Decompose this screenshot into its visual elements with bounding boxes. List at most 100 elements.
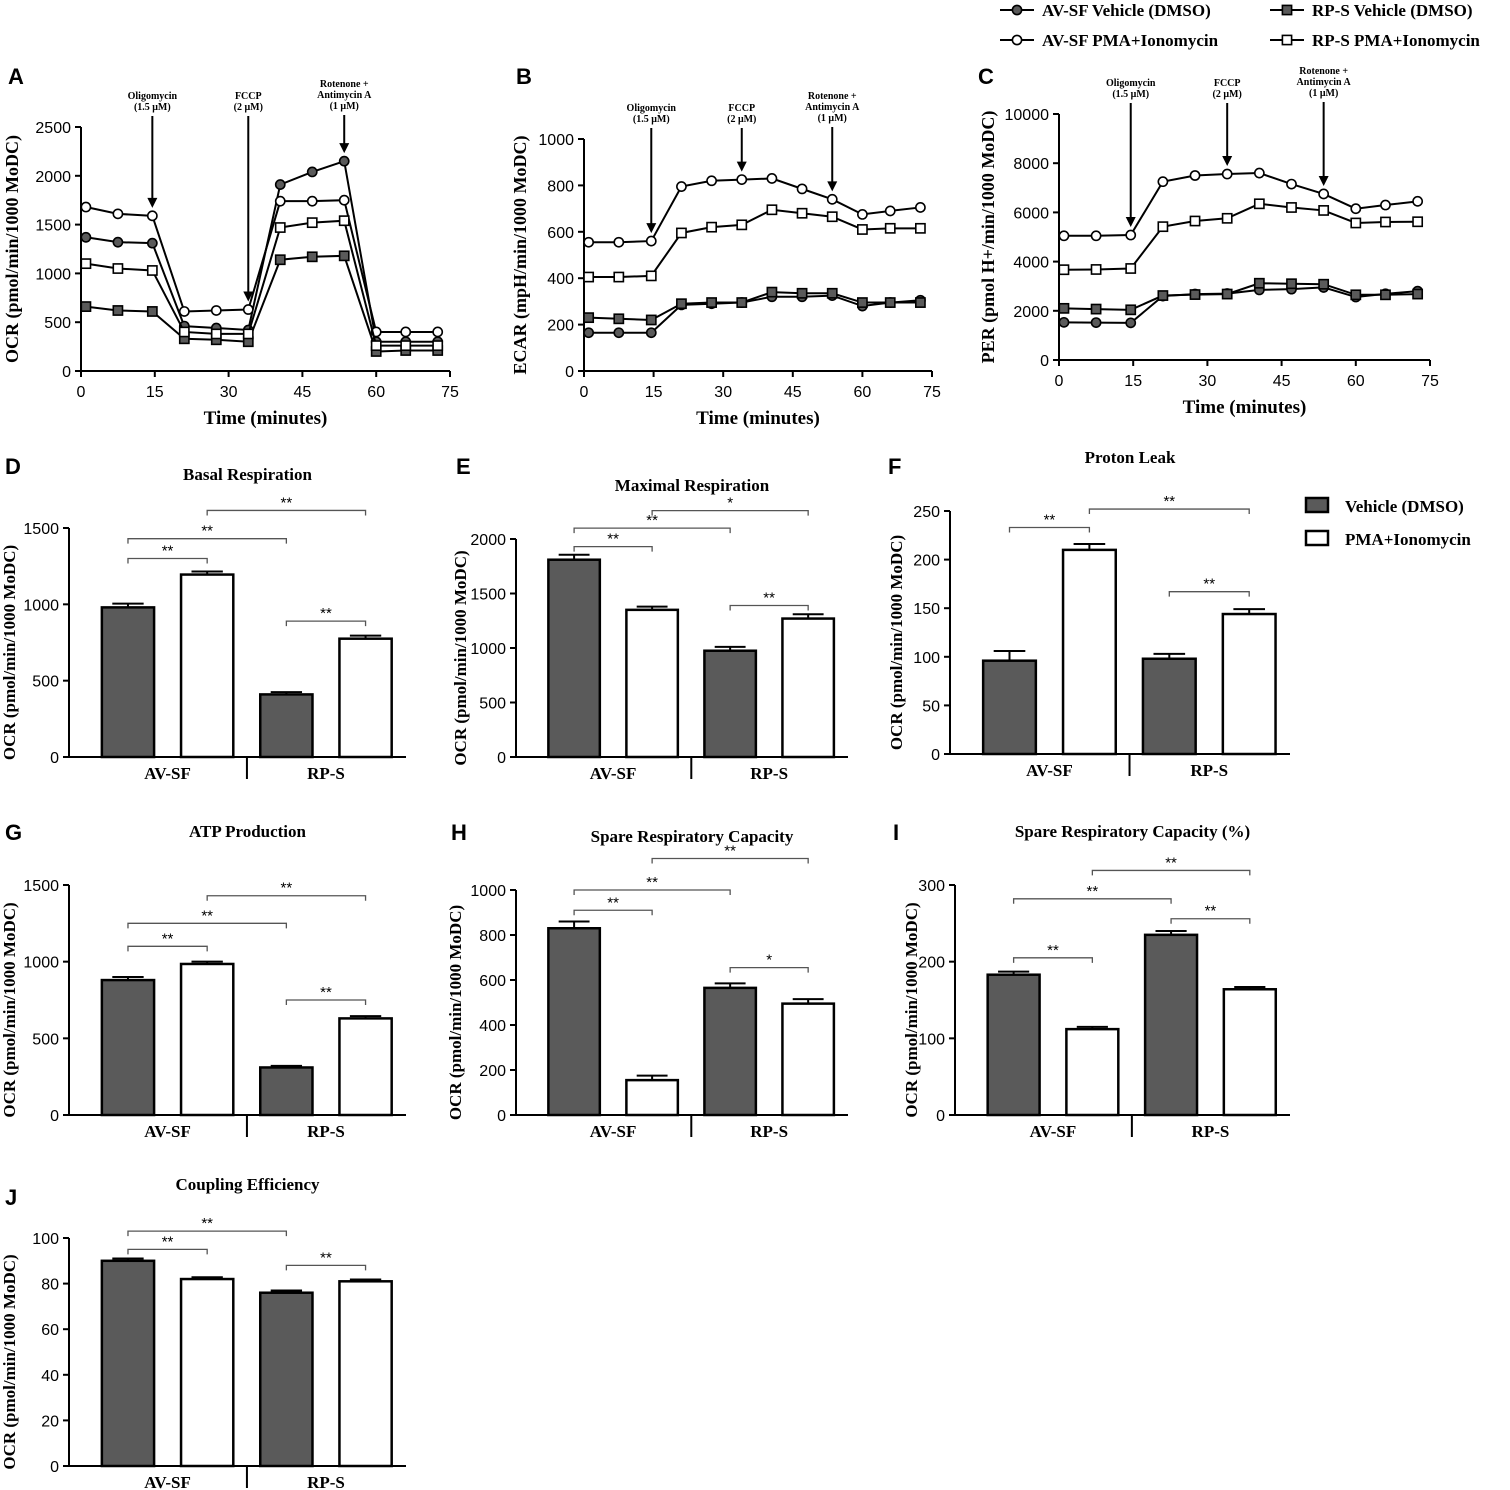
significance-bracket <box>127 945 208 952</box>
data-point <box>1125 263 1137 274</box>
data-point <box>210 328 222 340</box>
bar <box>981 659 1038 756</box>
injection-arrow-head <box>147 197 158 208</box>
significance-bracket <box>206 895 367 901</box>
y-tick-label: 0 <box>50 750 59 767</box>
data-point <box>80 231 92 243</box>
y-tick-label: 250 <box>913 504 940 521</box>
significance-bracket <box>1168 591 1250 597</box>
series-line <box>588 177 921 244</box>
significance-label: ** <box>201 1215 213 1232</box>
legend-marker <box>1011 4 1023 16</box>
significance-bracket <box>127 557 208 564</box>
injection-label: FCCP <box>235 91 262 102</box>
data-point <box>1253 167 1265 179</box>
data-point <box>338 194 350 206</box>
panel-letter: B <box>516 64 532 89</box>
y-tick-label: 2000 <box>1013 304 1049 321</box>
chart-panel-j: J Coupling Efficiency 0 20 40 60 80 100 AV-SF RP-… <box>0 1175 406 1490</box>
data-point <box>1090 303 1102 315</box>
data-point <box>370 340 382 352</box>
data-point <box>80 201 92 213</box>
significance-label: ** <box>607 531 619 548</box>
chart-panel-c: C 0 2000 4000 6000 8000 10000 0 15 30 45 60 75 Time (… <box>978 64 1439 418</box>
y-axis-title: OCR (pmol/min/1000 MoDC) <box>887 535 906 750</box>
injection-label: (2 μM) <box>1213 89 1242 100</box>
injection-arrow-head <box>1222 156 1233 167</box>
significance-label: ** <box>1087 883 1099 900</box>
y-axis-title: OCR (pmol/min/1000 MoDC) <box>446 905 465 1120</box>
data-point <box>1058 230 1070 242</box>
data-point <box>1380 289 1391 301</box>
y-tick-label: 1000 <box>35 266 71 283</box>
significance-bracket <box>127 1230 288 1237</box>
data-point <box>432 326 444 338</box>
x-tick-label: 60 <box>854 384 872 401</box>
injection-label: Antimycin A <box>805 102 860 113</box>
series-line <box>85 199 438 333</box>
significance-label: ** <box>320 605 332 622</box>
data-point <box>766 204 778 216</box>
chart-title: ATP Production <box>189 822 307 841</box>
legend-marker <box>1011 34 1023 46</box>
legend-item: AV-SF Vehicle (DMSO) <box>1000 1 1211 20</box>
y-tick-label: 400 <box>547 271 574 288</box>
y-tick-label: 2500 <box>35 120 71 137</box>
injection-arrow-head <box>339 143 350 154</box>
bar <box>179 962 235 1117</box>
significance-label: ** <box>162 543 174 560</box>
bar <box>781 1002 836 1117</box>
injection-label: (1.5 μM) <box>1112 89 1149 100</box>
data-point <box>1090 317 1102 329</box>
y-tick-label: 100 <box>918 1031 945 1048</box>
significance-label: ** <box>162 930 174 947</box>
legend-item: PMA+Ionomycin <box>1304 529 1471 549</box>
bar <box>625 608 680 759</box>
data-point <box>613 327 625 339</box>
chart-panel-g: G ATP Production 0 500 1000 1500 AV-SF RP-S OCR … <box>0 820 406 1141</box>
y-tick-label: 1000 <box>23 955 59 972</box>
data-point <box>884 297 896 308</box>
legend-item: RP-S Vehicle (DMSO) <box>1270 1 1473 20</box>
bar <box>258 1066 314 1117</box>
x-tick-label: 30 <box>714 384 732 401</box>
legend-swatch <box>1304 529 1330 547</box>
injection-arrow-head <box>243 291 254 302</box>
data-point <box>400 326 412 338</box>
significance-bracket <box>285 999 367 1005</box>
data-point <box>583 327 595 339</box>
panel-letter: I <box>893 820 899 845</box>
x-tick-label: 0 <box>1055 373 1064 390</box>
series-line <box>85 219 438 347</box>
data-point <box>112 305 124 316</box>
data-point <box>1125 317 1137 329</box>
y-tick-label: 200 <box>547 318 574 335</box>
significance-label: ** <box>162 1233 174 1250</box>
panel-letter: H <box>451 820 467 845</box>
data-point <box>645 327 657 339</box>
injection-label: Rotenone + <box>808 91 857 102</box>
y-axis-title: OCR (pmol/min/1000 MoDC) <box>0 1254 19 1469</box>
data-point <box>1058 264 1070 276</box>
data-point <box>826 211 838 223</box>
data-point <box>645 314 657 326</box>
bar <box>703 986 758 1117</box>
chart-title: Basal Respiration <box>183 465 312 484</box>
data-point <box>112 263 124 274</box>
significance-label: ** <box>607 894 619 911</box>
y-tick-label: 200 <box>913 553 940 570</box>
y-tick-label: 1000 <box>470 883 506 900</box>
data-point <box>274 222 286 233</box>
x-tick-label: 0 <box>77 384 86 401</box>
significance-bracket <box>1008 526 1091 533</box>
data-point <box>432 340 444 352</box>
panel-letter: E <box>456 454 471 479</box>
data-point <box>80 258 92 270</box>
series-1 <box>80 194 444 338</box>
bar <box>100 1259 156 1468</box>
group-label: AV-SF <box>590 764 637 783</box>
data-point <box>826 287 838 299</box>
significance-bracket <box>1012 957 1093 963</box>
panel-letter: F <box>888 454 901 479</box>
series-line <box>85 159 438 343</box>
